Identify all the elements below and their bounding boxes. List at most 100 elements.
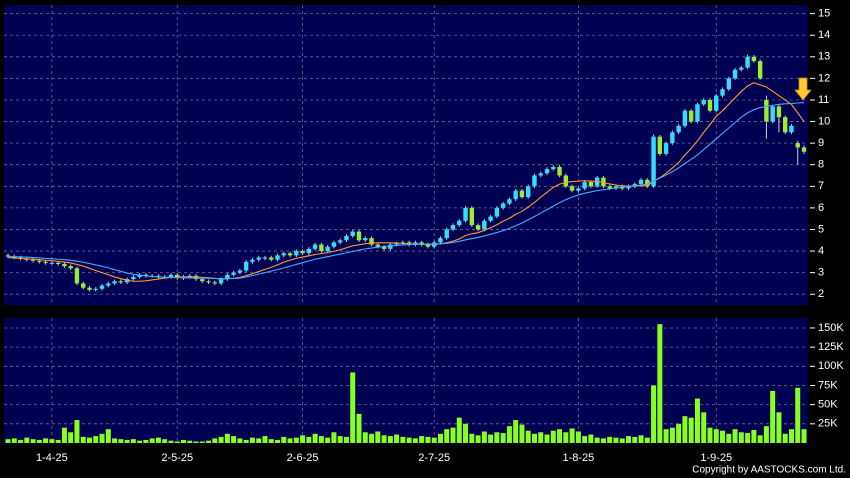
candle-body [49, 262, 55, 264]
volume-bar [381, 435, 387, 443]
y-tick-label: 9 [818, 137, 824, 149]
candle-body [526, 186, 531, 198]
volume-bar [707, 427, 713, 443]
volume-bar [544, 434, 550, 443]
volume-bar [331, 432, 337, 443]
y-tick-label: 8 [818, 159, 824, 171]
candle-body [757, 61, 763, 79]
candle-body [651, 136, 656, 187]
volume-bar [481, 431, 487, 443]
volume-bar [218, 436, 224, 443]
volume-bar [600, 438, 606, 443]
volume-bar [770, 390, 776, 443]
candle-body [106, 283, 111, 286]
volume-bar [682, 416, 688, 443]
volume-bar [788, 429, 794, 443]
volume-bar [105, 429, 111, 443]
copyright: Copyright by AASTOCKS.com Ltd. [692, 465, 846, 476]
y-tick-label: 12 [818, 72, 830, 84]
candle-body [682, 110, 688, 126]
volume-bar [776, 412, 782, 443]
volume-bar [124, 439, 130, 443]
volume-bar [325, 437, 331, 443]
average-line [7, 82, 805, 282]
candle-body [231, 272, 236, 275]
candle-body [319, 244, 324, 252]
candle-body [657, 136, 663, 154]
volume-bar [199, 441, 205, 443]
candle-body [663, 143, 669, 154]
volume-bar [488, 434, 494, 443]
y-tick-label: 100K [818, 360, 844, 372]
volume-bar [751, 429, 757, 443]
candle-body [269, 257, 274, 260]
volume-bar [143, 439, 149, 443]
candle-body [751, 56, 757, 62]
volume-bar [61, 427, 67, 443]
volume-bar [513, 419, 519, 443]
candle-body [287, 253, 293, 256]
y-tick-label: 125K [818, 341, 844, 353]
volume-bar [519, 424, 525, 443]
volume-bar [68, 432, 74, 443]
volume-bar [155, 437, 161, 443]
volume-bar [249, 437, 255, 443]
candle-body [74, 268, 80, 284]
volume-bar [463, 423, 469, 443]
candle-body [369, 238, 374, 245]
volume-bar [337, 436, 343, 443]
volume-bar [74, 419, 80, 443]
candle-body [331, 242, 337, 247]
candle-body [513, 190, 518, 200]
candle-body [795, 143, 800, 148]
volume-bar [732, 429, 738, 443]
volume-bar [626, 436, 632, 443]
volume-bar [180, 439, 186, 443]
x-tick-label: 1-4-25 [36, 452, 68, 464]
arrow-marker [794, 77, 812, 101]
candle-body [250, 259, 255, 262]
volume-bar [30, 439, 36, 443]
candle-body [557, 166, 562, 176]
candle-body [544, 169, 550, 174]
candle-body [344, 235, 349, 241]
volume-bar [550, 430, 556, 443]
volume-bar [694, 398, 700, 443]
volume-bar [268, 439, 274, 443]
candle-body [62, 263, 67, 267]
candle-body [5, 255, 11, 257]
candle-body [764, 99, 769, 122]
volume-bar [619, 438, 625, 443]
candle-body [375, 244, 380, 247]
volume-bar [557, 429, 563, 443]
volume-bar [93, 436, 99, 443]
candle-body [782, 117, 788, 133]
candle-body [726, 78, 731, 90]
candle-body [569, 186, 575, 191]
volume-bar [651, 385, 657, 443]
volume-bar [738, 432, 744, 443]
candle-body [500, 203, 506, 208]
y-tick-label: 15 [818, 8, 830, 20]
y-tick-label: 13 [818, 51, 830, 63]
candle-body [294, 251, 299, 256]
volume-bar [343, 436, 349, 443]
candle-body [676, 125, 681, 133]
candle-body [37, 260, 42, 262]
candle-body [576, 188, 581, 191]
candle-body [112, 281, 117, 284]
candle-body [55, 262, 61, 264]
candle-body [463, 207, 468, 221]
volume-bar [506, 426, 512, 443]
volume-bar [174, 441, 180, 443]
candle-body [507, 199, 512, 204]
y-tick-label: 2 [818, 288, 824, 300]
volume-bar [613, 437, 619, 443]
candle-body [494, 207, 500, 217]
volume-bar [387, 436, 393, 443]
candle-body [93, 288, 98, 290]
candle-body [613, 186, 619, 189]
volume-bar [306, 436, 312, 443]
